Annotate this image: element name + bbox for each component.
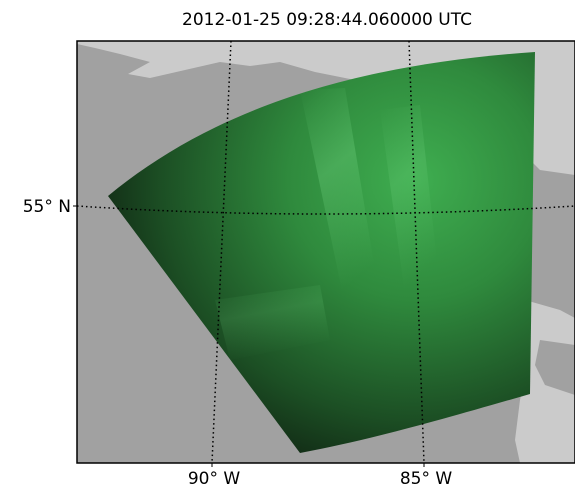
aurora-image — [108, 52, 535, 453]
graticule — [77, 41, 575, 463]
graticule-parallel-55n — [77, 205, 575, 215]
lat-label-55n: 55° N — [23, 197, 71, 217]
aurora-streak-2 — [380, 105, 440, 295]
graticule-meridian-90w — [211, 41, 232, 463]
aurora-streak-1 — [300, 88, 380, 305]
lon-label-90w: 90° W — [188, 469, 241, 489]
graticule-meridian-85w — [408, 41, 425, 463]
lon-label-85w: 85° W — [400, 469, 453, 489]
land-area-bay — [535, 340, 575, 395]
map-title: 2012-01-25 09:28:44.060000 UTC — [182, 10, 472, 30]
map-frame — [76, 40, 575, 464]
aurora-streak-3 — [215, 285, 330, 360]
